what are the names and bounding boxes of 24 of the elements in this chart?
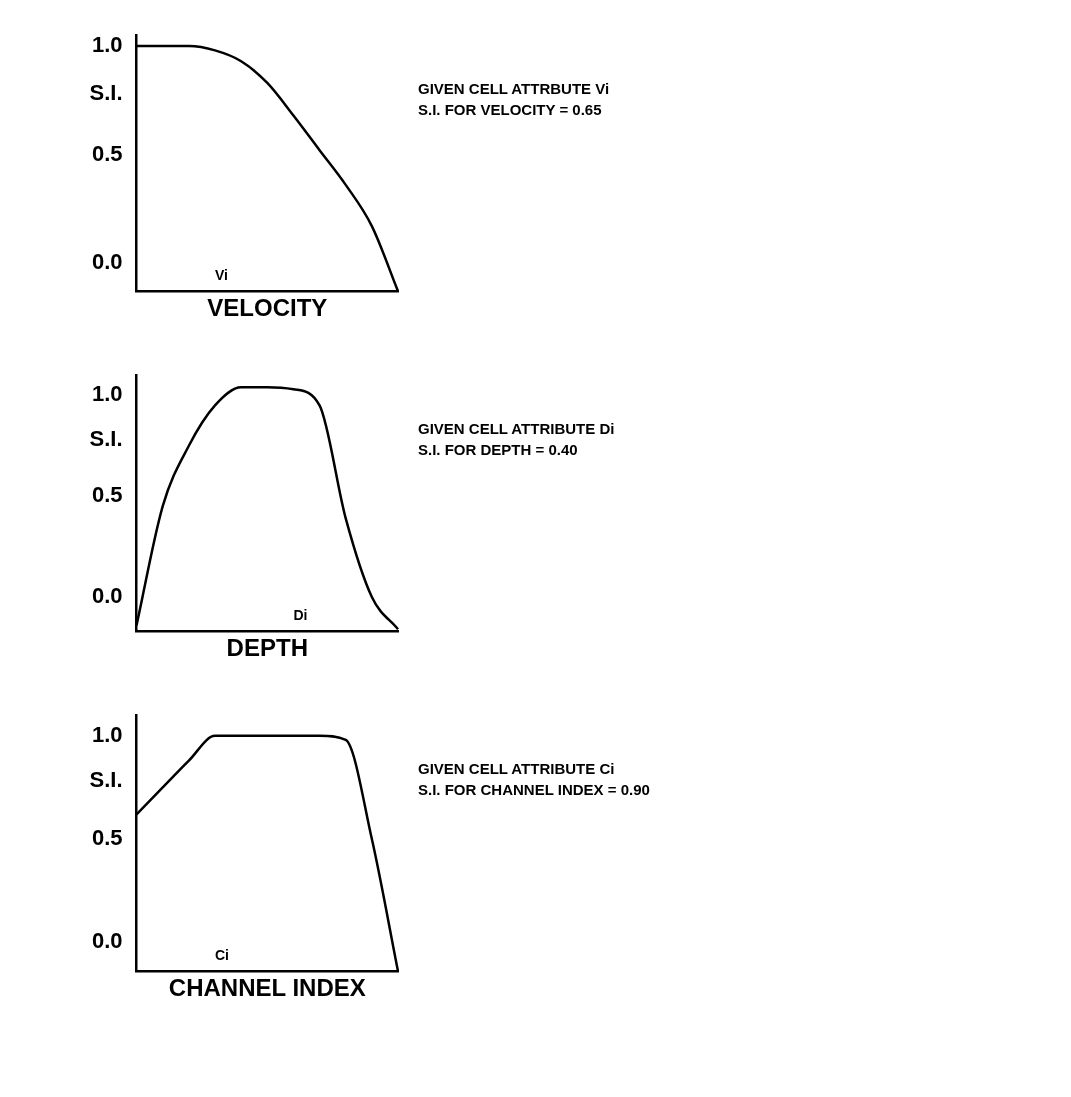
annotation: Di xyxy=(293,607,308,624)
y-tick-label: 0.5 xyxy=(91,825,123,851)
y-axis-title: S.I. xyxy=(89,425,123,451)
y-tick-label: 0.0 xyxy=(91,582,123,608)
y-tick-label: 1.0 xyxy=(91,32,123,58)
x-axis-title: CHANNEL INDEX xyxy=(168,974,366,1002)
y-tick-label: 0.0 xyxy=(91,928,123,954)
y-axis-title: S.I. xyxy=(89,79,123,105)
y-tick-label: 0.5 xyxy=(91,482,123,508)
text: GIVEN CELL ATTRIBUTE Ci xyxy=(418,759,616,779)
annotation: Vi xyxy=(215,267,228,284)
text: S.I. FOR DEPTH = 0.40 xyxy=(418,440,579,460)
text: GIVEN CELL ATTRIBUTE Di xyxy=(418,419,615,439)
y-tick-label: 0.0 xyxy=(91,249,123,275)
x-axis-title: DEPTH xyxy=(226,634,308,662)
y-tick-label: 0.5 xyxy=(91,140,123,166)
y-tick-label: 1.0 xyxy=(91,721,123,747)
x-axis-title: VELOCITY xyxy=(207,294,328,322)
text: S.I. FOR CHANNEL INDEX = 0.90 xyxy=(418,780,650,800)
y-axis-title: S.I. xyxy=(89,767,123,793)
annotation: Ci xyxy=(215,947,230,964)
y-tick-label: 1.0 xyxy=(91,381,123,407)
text: S.I. FOR VELOCITY = 0.65 xyxy=(418,100,603,120)
text: GIVEN CELL ATTRBUTE Vi xyxy=(418,79,610,99)
